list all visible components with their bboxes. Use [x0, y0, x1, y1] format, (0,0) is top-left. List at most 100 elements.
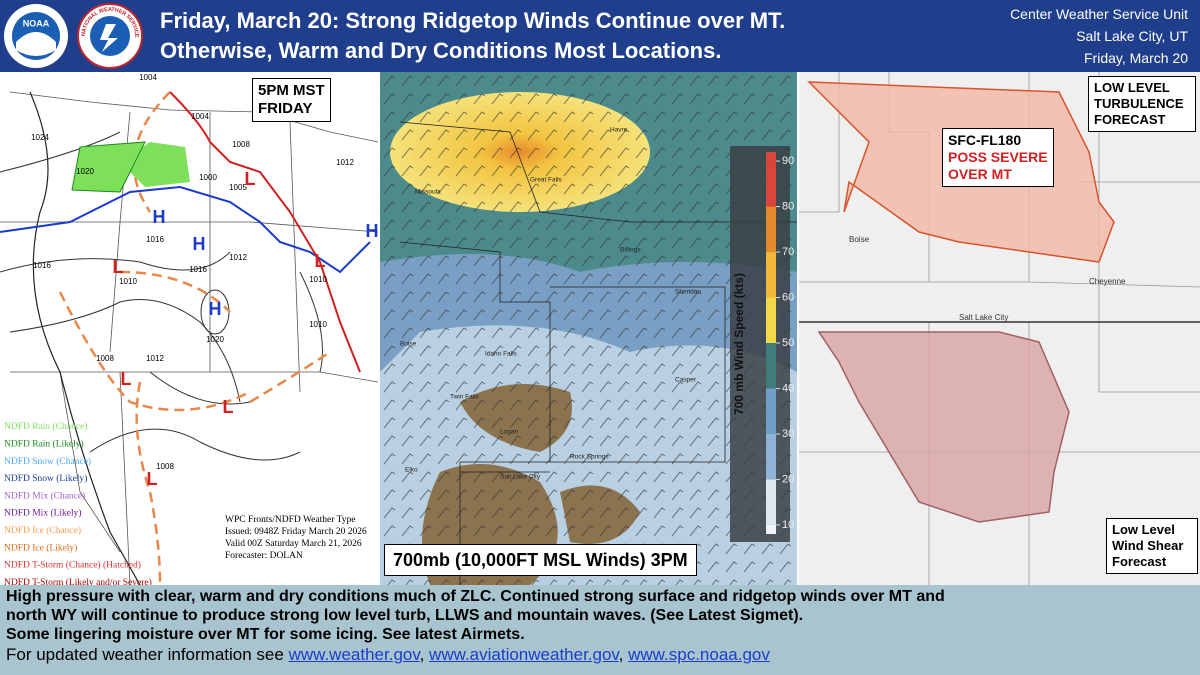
colorbar-title: 700 mb Wind Speed (kts) — [732, 273, 746, 415]
label: LOW LEVEL — [1094, 80, 1170, 95]
label: Low Level — [1112, 522, 1175, 537]
time-box: 5PM MST FRIDAY — [252, 78, 331, 122]
city-label: Twin Falls — [450, 394, 480, 401]
colorbar-tick-label: 40 — [782, 382, 794, 394]
footer: High pressure with clear, warm and dry c… — [0, 585, 1200, 675]
isobar-label: 1012 — [336, 158, 354, 167]
isobar-label: 1012 — [146, 354, 164, 363]
colorbar-tick-label: 60 — [782, 291, 794, 303]
isobar-label: 1012 — [229, 253, 247, 262]
colorbar-band — [766, 479, 776, 525]
label: POSS SEVERE — [948, 149, 1048, 165]
colorbar-band — [766, 206, 776, 253]
isobar-label: 1000 — [199, 173, 217, 182]
colorbar-band — [766, 161, 776, 207]
title: Otherwise, Warm and Dry Conditions Most … — [160, 38, 722, 63]
logos: NOAA NATIONAL WEATHER SERVICE — [4, 3, 143, 69]
city-label: Salt Lake City — [959, 313, 1008, 322]
colorbar-tick-label: 10 — [782, 519, 794, 531]
pressure-center: L — [245, 169, 256, 189]
pressure-center: L — [223, 397, 234, 417]
city-label: Elko — [405, 467, 418, 474]
isobar-label: 1004 — [191, 112, 209, 121]
legend-item: NDFD Rain (Likely) — [4, 438, 84, 449]
isobar-label: 1010 — [309, 320, 327, 329]
time-label: FRIDAY — [258, 100, 313, 117]
label: Forecast — [1112, 554, 1167, 569]
footer-text: Some lingering moisture over MT for some… — [6, 626, 525, 643]
pressure-center: H — [153, 207, 166, 227]
isobar-label: 1008 — [96, 354, 114, 363]
city-label: Billings — [620, 247, 641, 254]
colorbar-tick-label: 80 — [782, 200, 794, 212]
pressure-center: H — [193, 234, 206, 254]
office: Center Weather Service Unit — [1010, 6, 1188, 22]
wind-map: Missoula Great Falls Havre Billings Sheridan… — [380, 72, 797, 585]
city-label: Great Falls — [530, 177, 563, 184]
city-label: Cheyenne — [1089, 277, 1126, 286]
label: SFC-FL180 — [948, 132, 1022, 148]
city-label: Boise — [849, 235, 870, 244]
footer-text: High pressure with clear, warm and dry c… — [6, 588, 945, 605]
label: Wind Shear — [1112, 538, 1184, 553]
legend-item: NDFD Mix (Chance) — [4, 490, 85, 501]
city-label: Missoula — [415, 189, 441, 196]
isobar-label: 1024 — [31, 133, 49, 142]
legend-item: NDFD Ice (Chance) — [4, 525, 81, 536]
colorbar-band — [766, 388, 776, 434]
pressure-center: L — [121, 369, 132, 389]
time-label: 5PM MST — [258, 82, 325, 99]
caption: 700mb (10,000FT MSL Winds) 3PM — [384, 544, 697, 576]
isobar-label: 1020 — [206, 335, 224, 344]
llws-title: Low Level Wind Shear Forecast — [1106, 518, 1198, 574]
legend-item: NDFD T-Storm (Likely and/or Severe) — [4, 577, 152, 585]
pressure-center: H — [366, 221, 379, 241]
colorbar-band — [766, 297, 776, 343]
title: Friday, March 20: Strong Ridgetop Winds … — [160, 8, 786, 33]
isobar-label: 1016 — [33, 261, 51, 270]
legend-item: NDFD Ice (Likely) — [4, 542, 77, 553]
credit: WPC Fronts/NDFD Weather Type — [225, 515, 355, 525]
pressure-center: L — [315, 251, 326, 271]
label: FORECAST — [1094, 112, 1166, 127]
credit: Forecaster: DOLAN — [225, 551, 303, 561]
label: TURBULENCE — [1094, 96, 1184, 111]
city-label: Idaho Falls — [485, 351, 518, 358]
legend-item: NDFD Snow (Likely) — [4, 473, 87, 484]
legend-item: NDFD Rain (Chance) — [4, 421, 87, 432]
label: OVER MT — [948, 166, 1012, 182]
colorbar-band — [766, 152, 776, 162]
isobar-label: 1020 — [76, 167, 94, 176]
footer-text: north WY will continue to produce strong… — [6, 607, 804, 624]
isobar-label: 1010 — [119, 277, 137, 286]
link[interactable]: www.spc.noaa.gov — [628, 645, 770, 664]
office: Salt Lake City, UT — [1076, 28, 1188, 44]
city-label: Casper — [675, 377, 697, 384]
link[interactable]: www.aviationweather.gov — [429, 645, 619, 664]
isobar-label: 1008 — [156, 462, 174, 471]
isobar-label: 1016 — [189, 265, 207, 274]
legend-item: NDFD Mix (Likely) — [4, 508, 82, 519]
city-label: Sheridan — [675, 289, 701, 296]
city-label: Havre — [610, 127, 628, 134]
legend-item: NDFD T-Storm (Chance) (Hatched) — [4, 560, 141, 571]
colorbar-band — [766, 433, 776, 480]
pressure-center: L — [147, 469, 158, 489]
colorbar-band — [766, 343, 776, 389]
pressure-center: H — [209, 299, 222, 319]
city-label: Salt Lake City — [500, 474, 541, 481]
isobar-label: 1010 — [309, 275, 327, 284]
credit: Valid 00Z Saturday March 21, 2026 — [225, 539, 362, 549]
colorbar-tick-label: 50 — [782, 337, 794, 349]
credit: Issued: 0948Z Friday March 20 2026 — [225, 527, 367, 537]
colorbar-tick-label: 20 — [782, 473, 794, 485]
link[interactable]: www.weather.gov — [288, 645, 420, 664]
city-label: Boise — [400, 341, 417, 348]
pressure-center: L — [113, 257, 124, 277]
colorbar-band — [766, 524, 776, 534]
legend-item: NDFD Snow (Chance) — [4, 456, 91, 467]
footer-links: For updated weather information see www.… — [6, 645, 770, 664]
link-intro: For updated weather information see — [6, 645, 289, 664]
city-label: Rock Springs — [570, 454, 609, 461]
